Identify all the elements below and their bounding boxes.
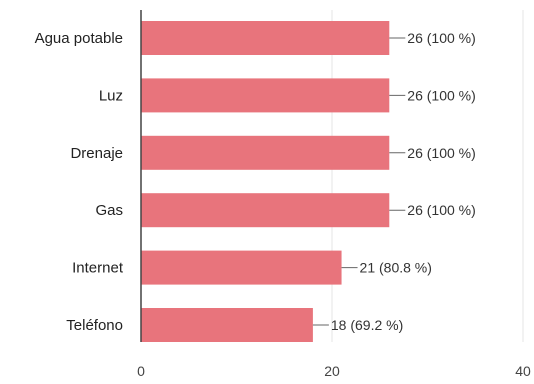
category-label: Luz [99, 87, 123, 104]
bar-3 [141, 193, 390, 228]
bar-2 [141, 135, 390, 170]
data-label: 26 (100 %) [407, 145, 475, 161]
bar-5 [141, 308, 313, 342]
data-label: 18 (69.2 %) [331, 317, 403, 333]
category-label: Agua potable [35, 30, 123, 47]
data-label: 21 (80.8 %) [360, 260, 432, 276]
bar-1 [141, 78, 390, 113]
category-label: Teléfono [66, 317, 123, 334]
category-label: Internet [72, 260, 124, 277]
bar-0 [141, 21, 390, 55]
x-tick-label: 40 [515, 363, 531, 379]
gridlines [331, 10, 524, 342]
bars [141, 21, 390, 342]
x-tick-label: 0 [137, 363, 145, 379]
bar-4 [141, 250, 342, 285]
data-label: 26 (100 %) [407, 87, 475, 103]
data-label: 26 (100 %) [407, 30, 475, 46]
category-label: Drenaje [70, 145, 123, 162]
data-label: 26 (100 %) [407, 202, 475, 218]
x-tick-label: 20 [324, 363, 340, 379]
category-label: Gas [95, 202, 123, 219]
labels: 0 20 40 Agua potable 26 (100 %) Luz 26 (100 %)… [35, 30, 531, 379]
